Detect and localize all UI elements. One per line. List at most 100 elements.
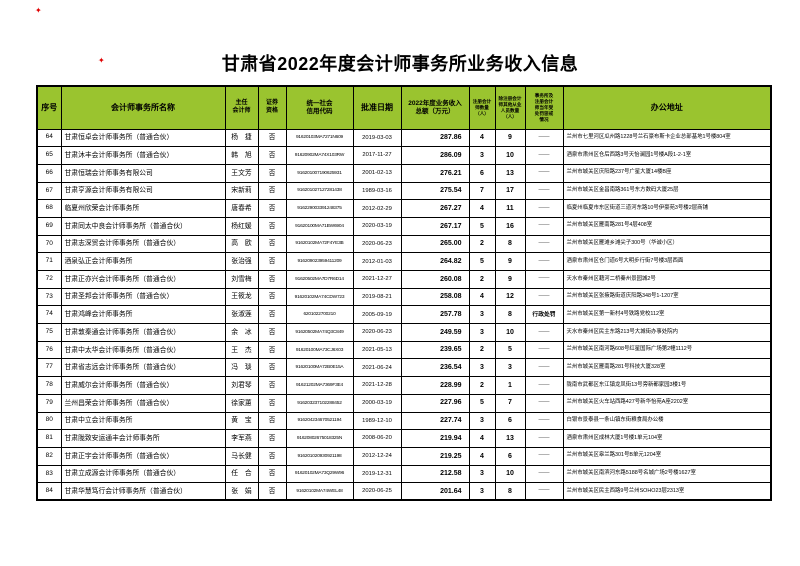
cell-firm-name: 甘肃志深贸会计师事务所（普通合伙） bbox=[60, 234, 226, 254]
cell-securities-qualification: 否 bbox=[257, 305, 287, 325]
cell-penalty: —— bbox=[524, 216, 564, 236]
cell-firm-name: 甘肃立成源会计师事务所（普通合伙） bbox=[60, 464, 226, 484]
cell-other-staff-count: 8 bbox=[494, 305, 526, 325]
table-row: 82 甘肃正宇会计师事务所（普通合伙） 马长健否 916201020930921198… bbox=[36, 446, 772, 466]
cell-other-staff-count: 10 bbox=[494, 323, 526, 342]
col-header-other-staff-count: 除注册会计 师其他从业 人员数量 （人） bbox=[494, 85, 526, 130]
table-row: 79 兰州昌荣会计师事务所（普通合伙） 徐家蕙否 916203237102288452… bbox=[36, 393, 772, 413]
cell-chief-accountant: 张治强 bbox=[224, 252, 259, 271]
cell-other-staff-count: 10 bbox=[494, 464, 526, 484]
cell-securities-qualification: 否 bbox=[257, 163, 287, 183]
cell-revenue: 287.86 bbox=[400, 128, 470, 148]
cell-cpa-count: 6 bbox=[468, 163, 496, 183]
cell-penalty: —— bbox=[524, 199, 564, 218]
cell-securities-qualification: 否 bbox=[257, 216, 287, 236]
cell-other-staff-count: 5 bbox=[494, 340, 526, 360]
table-row: 64 甘肃恒卓会计师事务所（普通合伙）杨 捷否 91620103MA7271N609… bbox=[36, 128, 772, 148]
cell-credit-code: 916209023959411209 bbox=[285, 252, 354, 271]
table-row: 66 甘肃恒瑞会计师事务有限公司 王文芳否 916201007190625931 200… bbox=[36, 163, 772, 183]
cell-revenue: 201.64 bbox=[400, 482, 470, 501]
cell-serial-no: 68 bbox=[36, 199, 62, 218]
cell-serial-no: 83 bbox=[36, 464, 62, 484]
cell-cpa-count: 3 bbox=[468, 464, 496, 484]
cell-other-staff-count: 1 bbox=[494, 376, 526, 395]
col-header-cpa-count: 注册会计 师数量 （人） bbox=[468, 85, 496, 130]
cell-approval-date: 1989-12-10 bbox=[352, 411, 402, 431]
cell-firm-name: 甘肃省志远会计师事务所（普通合伙） bbox=[60, 358, 226, 378]
cell-serial-no: 66 bbox=[36, 163, 62, 183]
cell-revenue: 264.82 bbox=[400, 252, 470, 271]
red-annotation-mark: ✦ bbox=[98, 56, 105, 65]
cell-cpa-count: 3 bbox=[468, 411, 496, 431]
cell-approval-date: 2021-12-27 bbox=[352, 270, 402, 289]
cell-address: 兰州市七里河区瓜州路1228号兰石豪布斯卡企业总部基地1号楼804室 bbox=[562, 128, 772, 148]
cell-credit-code: 91620102MA72F4YE3B bbox=[285, 234, 354, 254]
cell-serial-no: 78 bbox=[36, 376, 62, 395]
col-header-securities-qualification: 证券 资格 bbox=[257, 85, 287, 130]
cell-serial-no: 65 bbox=[36, 146, 62, 165]
cell-cpa-count: 4 bbox=[468, 128, 496, 148]
cell-approval-date: 2012-01-03 bbox=[352, 252, 402, 271]
cell-credit-code: 91620102MA73Q29W96 bbox=[285, 464, 354, 484]
table-row: 78 甘肃威尔会计师事务所（普通合伙） 刘君琴否 91621202MA7369F3E4… bbox=[36, 376, 772, 395]
cell-firm-name: 甘肃圣邦会计师事务所（普通合伙） bbox=[60, 287, 226, 307]
cell-penalty: —— bbox=[524, 358, 564, 378]
cell-revenue: 257.78 bbox=[400, 305, 470, 325]
cell-firm-name: 兰州昌荣会计师事务所（普通合伙） bbox=[60, 393, 226, 413]
cell-penalty: —— bbox=[524, 270, 564, 289]
cell-serial-no: 82 bbox=[36, 446, 62, 466]
cell-serial-no: 71 bbox=[36, 252, 62, 271]
cell-approval-date: 2012-12-24 bbox=[352, 446, 402, 466]
cell-securities-qualification: 否 bbox=[257, 252, 287, 271]
cell-credit-code: 91620102MA74CDW723 bbox=[285, 287, 354, 307]
cell-approval-date: 2020-06-23 bbox=[352, 323, 402, 342]
cell-revenue: 227.74 bbox=[400, 411, 470, 431]
col-header-address: 办公地址 bbox=[562, 85, 772, 130]
cell-securities-qualification: 否 bbox=[257, 446, 287, 466]
table-row: 70 甘肃志深贸会计师事务所（普通合伙）高 欧否 91620102MA72F4YE3… bbox=[36, 234, 772, 254]
cell-credit-code: 91620103MA7271N609 bbox=[285, 128, 354, 148]
cell-serial-no: 64 bbox=[36, 128, 62, 148]
cell-address: 兰州市城关区庆阳路237号广星大厦14楼B座 bbox=[562, 163, 772, 183]
col-header-chief-accountant: 主任 会计师 bbox=[224, 85, 259, 130]
cell-credit-code: 916201007190625931 bbox=[285, 163, 354, 183]
col-header-revenue: 2022年度业务收入 总额（万元） bbox=[400, 85, 470, 130]
cell-approval-date: 2020-06-25 bbox=[352, 482, 402, 501]
cell-credit-code: 91620802675018325N bbox=[285, 429, 354, 448]
cell-address: 兰州市城关区金昌南路361号东方数码大厦25层 bbox=[562, 181, 772, 201]
cell-penalty: —— bbox=[524, 446, 564, 466]
cell-chief-accountant: 韩 旭 bbox=[224, 146, 259, 165]
table-row: 83 甘肃立成源会计师事务所（普通合伙）任 合否 91620102MA73Q29W9… bbox=[36, 464, 772, 484]
cell-other-staff-count: 9 bbox=[494, 128, 526, 148]
page-title: 甘肃省2022年度会计师事务所业务收入信息 bbox=[221, 54, 579, 74]
cell-serial-no: 74 bbox=[36, 305, 62, 325]
cell-revenue: 258.08 bbox=[400, 287, 470, 307]
table-row: 84 甘肃华慧笃行会计师事务所（普通合伙）张 娟否 91620102MA74WEL4… bbox=[36, 482, 772, 501]
cell-serial-no: 72 bbox=[36, 270, 62, 289]
cell-address: 陇南市武都区东江镇龙凤街13号旁新都家园3楼1号 bbox=[562, 376, 772, 395]
cell-revenue: 228.99 bbox=[400, 376, 470, 395]
cell-chief-accountant: 刘君琴 bbox=[224, 376, 259, 395]
cell-other-staff-count: 7 bbox=[494, 393, 526, 413]
cell-firm-name: 甘肃中太华会计师事务所（普通合伙） bbox=[60, 340, 226, 360]
cell-securities-qualification: 否 bbox=[257, 287, 287, 307]
cell-firm-name: 临夏州欣荣会计师事务所 bbox=[60, 199, 226, 218]
cell-chief-accountant: 黄 宝 bbox=[224, 411, 259, 431]
cell-serial-no: 81 bbox=[36, 429, 62, 448]
table-row: 69 甘肃同太中良会计师事务所（普通合伙） 杨红媛否 91620100MA71BW69… bbox=[36, 216, 772, 236]
table-row: 72 甘肃正亦兴会计师事务所（普通合伙） 刘雪梅否 91620502MA7D7R6D1… bbox=[36, 270, 772, 289]
cell-chief-accountant: 王文芳 bbox=[224, 163, 259, 183]
cell-penalty: 行政处罚 bbox=[524, 305, 564, 325]
cell-securities-qualification: 否 bbox=[257, 234, 287, 254]
cell-address: 酒泉市肃州区仓门道6号大明步行街7号楼3层西面 bbox=[562, 252, 772, 271]
cell-other-staff-count: 9 bbox=[494, 252, 526, 271]
cell-securities-qualification: 否 bbox=[257, 128, 287, 148]
cell-chief-accountant: 冯 琰 bbox=[224, 358, 259, 378]
cell-address: 天水市秦州区藉河二桥秦州景园城2号 bbox=[562, 270, 772, 289]
cell-credit-code: 91620502MA74Q3C849 bbox=[285, 323, 354, 342]
cell-serial-no: 77 bbox=[36, 358, 62, 378]
table-row: 68 临夏州欣荣会计师事务所 唐春希否 916229003391248375 2012-… bbox=[36, 199, 772, 218]
cell-credit-code: 916204234670521194 bbox=[285, 411, 354, 431]
cell-cpa-count: 3 bbox=[468, 482, 496, 501]
cell-firm-name: 甘肃鸿峰会计师事务所 bbox=[60, 305, 226, 325]
